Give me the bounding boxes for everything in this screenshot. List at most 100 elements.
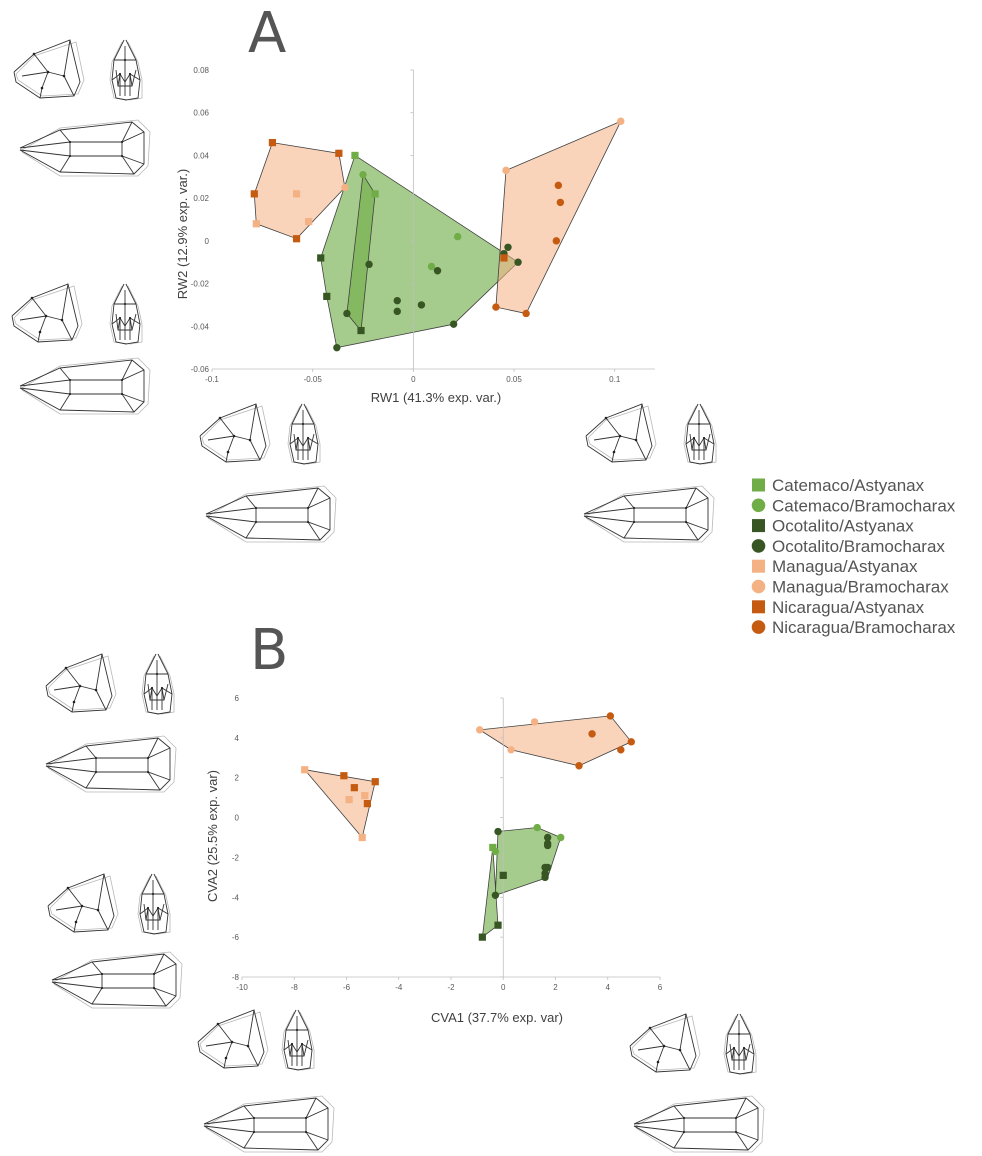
legend-item: Catemaco/Astyanax <box>752 476 925 495</box>
chart-a-point-square <box>250 190 258 198</box>
chart-b-hull-green <box>481 847 499 938</box>
legend-item: Nicaragua/Astyanax <box>752 598 925 617</box>
chart-a-point-circle <box>365 260 373 269</box>
legend-label: Catemaco/Astyanax <box>772 476 925 495</box>
chart-a-x-tick-label: -0.05 <box>304 375 323 384</box>
chart-b-point-square <box>350 784 358 792</box>
chart-a-point-circle <box>617 117 625 125</box>
legend-marker-circle <box>751 539 766 553</box>
legend-marker-circle <box>751 498 766 513</box>
chart-b-x-tick-label: -4 <box>395 983 403 992</box>
chart-b-point-square <box>358 833 366 842</box>
chart-a-x-tick-label: 0 <box>411 375 416 384</box>
chart-b-point-square <box>499 871 507 879</box>
legend-item: Catemaco/Bramocharax <box>751 496 956 515</box>
chart-b-y-axis-title: CVA2 (25.5% exp. var) <box>205 770 220 902</box>
chart-a-x-axis-title: RW1 (41.3% exp. var.) <box>371 390 502 405</box>
chart-a-y-tick-label: -0.02 <box>191 280 210 289</box>
chart-a-y-tick-label: 0.08 <box>193 66 209 75</box>
chart-a-point-circle <box>427 262 436 271</box>
chart-b-point-circle <box>494 827 502 836</box>
chart-b-point-circle <box>617 746 625 754</box>
shape-wireframe-b-bottom-left <box>197 1009 335 1153</box>
legend-item: Ocotalito/Astyanax <box>752 517 914 536</box>
panel-label-a: A <box>248 1 286 66</box>
chart-a-point-circle <box>449 320 458 328</box>
chart-b-y-tick-label: -6 <box>232 933 240 942</box>
chart-a-y-axis-title: RW2 (12.9% exp. var.) <box>175 169 190 300</box>
legend-marker-circle <box>751 579 766 594</box>
shape-wireframe-a-bottom-right <box>583 403 717 543</box>
chart-a-point-circle <box>343 309 351 318</box>
chart-a-point-circle <box>453 232 462 241</box>
chart-b-point-square <box>489 843 497 852</box>
chart-b-point-square <box>361 792 369 800</box>
chart-a-point-square <box>305 218 313 226</box>
chart-b-x-axis-title: CVA1 (37.7% exp. var) <box>431 1010 563 1025</box>
chart-b-point-circle <box>491 891 500 899</box>
chart-a-point-circle <box>552 237 561 245</box>
chart-a-point-square <box>351 151 359 160</box>
chart-a-point-circle <box>554 181 563 190</box>
chart-a-point-circle <box>556 198 565 207</box>
chart-b-point-circle <box>606 712 615 720</box>
chart-a-hull-green <box>320 154 519 349</box>
chart-a-point-square <box>252 220 260 228</box>
legend-marker-circle <box>751 620 766 634</box>
chart-b-x-tick-label: 0 <box>501 983 506 992</box>
chart-b-point-circle <box>543 841 552 850</box>
chart-b-point-square <box>340 772 348 780</box>
chart-a-point-square <box>357 326 365 335</box>
legend-label: Ocotalito/Bramocharax <box>772 537 945 556</box>
chart-b-point-circle <box>557 833 565 842</box>
chart-b-point-square <box>363 800 371 808</box>
chart-b-y-tick-label: -4 <box>232 893 240 902</box>
legend-label: Nicaragua/Bramocharax <box>772 618 956 637</box>
chart-b-point-square <box>478 933 486 941</box>
chart-b-hull-orange <box>478 715 632 767</box>
chart-a-axes: -0.1 -0.05 0 0.05 0.1 -0.06 -0.04 -0.02 0 0.02 0.0… <box>191 66 655 384</box>
legend-label: Managua/Astyanax <box>772 557 918 576</box>
chart-a-point-square <box>323 292 331 300</box>
chart-b-y-tick-label: 6 <box>235 694 240 703</box>
panel-label-b: B <box>250 618 288 683</box>
chart-b-point-circle <box>507 746 515 754</box>
chart-a-hulls <box>253 120 622 349</box>
chart-a-y-tick-label: -0.04 <box>191 322 210 331</box>
legend-marker-square <box>752 559 765 573</box>
chart-a-point-circle <box>514 258 522 266</box>
legend-marker-square <box>752 519 765 533</box>
chart-a-y-tick-label: 0 <box>205 237 210 246</box>
chart-b-point-circle <box>575 762 583 770</box>
chart-a-point-circle <box>504 243 512 251</box>
chart-b-point-square <box>371 778 379 786</box>
legend-item: Managua/Astyanax <box>752 557 918 576</box>
legend-marker-square <box>752 478 765 492</box>
shape-wireframe-b-middle-left <box>47 873 183 1009</box>
chart-a: -0.1 -0.05 0 0.05 0.1 -0.06 -0.04 -0.02 0 0.02 0.0… <box>175 66 655 405</box>
chart-a-point-square <box>371 190 379 198</box>
chart-a-x-tick-label: 0.1 <box>609 375 621 384</box>
chart-a-point-square <box>292 235 301 243</box>
chart-b-x-tick-label: -6 <box>343 983 351 992</box>
chart-b-hulls <box>303 715 632 938</box>
chart-a-x-tick-label: 0.05 <box>506 375 522 384</box>
chart-a-y-tick-label: 0.02 <box>193 194 209 203</box>
chart-a-point-circle <box>492 303 500 311</box>
chart-a-point-circle <box>393 307 401 316</box>
chart-b-y-tick-label: 4 <box>235 734 240 743</box>
chart-b-points <box>301 712 635 941</box>
chart-a-point-circle <box>341 183 349 192</box>
legend-label: Managua/Bramocharax <box>772 578 949 597</box>
chart-b-point-circle <box>491 847 500 856</box>
shape-wireframe-a-bottom-left <box>199 403 337 543</box>
chart-a-x-tick-label: -0.1 <box>205 375 219 384</box>
chart-b-x-tick-label: -2 <box>447 983 455 992</box>
legend-item: Ocotalito/Bramocharax <box>751 537 945 556</box>
legend-marker-square <box>752 600 765 614</box>
chart-b-point-circle <box>533 823 541 832</box>
